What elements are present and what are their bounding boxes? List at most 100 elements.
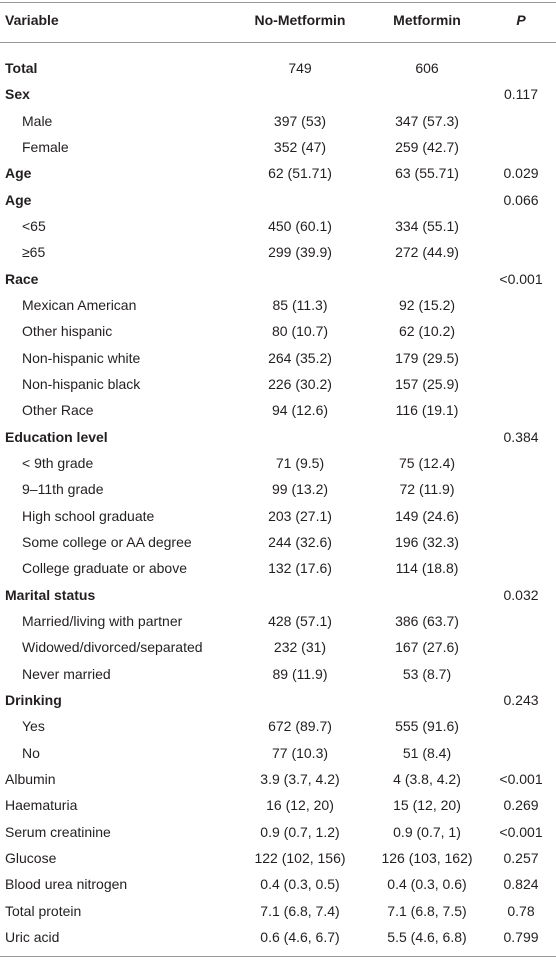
table-cell: <0.001 xyxy=(499,770,543,787)
table-cell: Widowed/divorced/separated xyxy=(22,639,203,656)
table-cell: Other hispanic xyxy=(22,323,113,340)
table-cell: No xyxy=(22,744,40,761)
table-cell: 347 (57.3) xyxy=(395,112,459,129)
table-cell: 71 (9.5) xyxy=(275,454,325,471)
table-cell: 114 (18.8) xyxy=(395,560,459,577)
table-cell: 299 (39.9) xyxy=(268,244,332,261)
table-cell: Haematuria xyxy=(5,797,78,814)
table-cell: Age xyxy=(5,165,32,182)
table-cell: 157 (25.9) xyxy=(395,375,459,392)
table-cell: 672 (89.7) xyxy=(268,718,332,735)
header-cell: No-Metformin xyxy=(254,12,346,28)
table-cell: 0.9 (0.7, 1) xyxy=(393,823,461,840)
table-cell: 3.9 (3.7, 4.2) xyxy=(260,770,340,787)
table-cell: 0.032 xyxy=(503,586,539,603)
table-cell: 80 (10.7) xyxy=(271,323,329,340)
header-cell: P xyxy=(516,12,526,28)
table-cell: Race xyxy=(5,270,39,287)
table-cell: 0.6 (4.6, 6.7) xyxy=(260,928,340,945)
table-cell: 94 (12.6) xyxy=(271,402,329,419)
table-cell: 0.824 xyxy=(503,876,539,893)
table-cell: 99 (13.2) xyxy=(271,481,329,498)
table-cell: 244 (32.6) xyxy=(268,533,332,550)
table-cell: 386 (63.7) xyxy=(395,612,459,629)
bottom-rule xyxy=(0,956,556,957)
table-cell: < 9th grade xyxy=(22,454,94,471)
table-cell: 0.4 (0.3, 0.5) xyxy=(260,876,340,893)
table-cell: 0.78 xyxy=(507,902,535,919)
table-cell: 428 (57.1) xyxy=(268,612,332,629)
table-cell: 116 (19.1) xyxy=(395,402,459,419)
header-cell: Variable xyxy=(5,12,59,28)
table-cell: 0.257 xyxy=(503,849,539,866)
table-cell: Uric acid xyxy=(5,928,60,945)
table-cell: 226 (30.2) xyxy=(268,375,332,392)
table-cell: Albumin xyxy=(5,770,56,787)
table-cell: 203 (27.1) xyxy=(268,507,332,524)
table-cell: 397 (53) xyxy=(273,112,327,129)
table-cell: 5.5 (4.6, 6.8) xyxy=(387,928,467,945)
table-cell: <0.001 xyxy=(499,270,543,287)
table-cell: 0.799 xyxy=(503,928,539,945)
table-cell: Non-hispanic black xyxy=(22,375,141,392)
table-cell: 264 (35.2) xyxy=(268,349,332,366)
table-cell: High school graduate xyxy=(22,507,155,524)
table-cell: 7.1 (6.8, 7.4) xyxy=(260,902,340,919)
table-cell: 196 (32.3) xyxy=(395,533,459,550)
table-cell: 179 (29.5) xyxy=(395,349,459,366)
table-cell: Total xyxy=(5,60,38,76)
table-cell: 167 (27.6) xyxy=(395,639,459,656)
table-cell: 0.269 xyxy=(503,797,539,814)
table-cell: 85 (11.3) xyxy=(272,296,328,313)
table-cell: Total protein xyxy=(5,902,82,919)
table-cell: Glucose xyxy=(5,849,57,866)
header-cell: Metformin xyxy=(393,12,461,28)
table-cell: Some college or AA degree xyxy=(22,533,192,550)
table-cell: 0.117 xyxy=(504,86,538,103)
table-cell: 89 (11.9) xyxy=(272,665,328,682)
table-cell: Sex xyxy=(5,86,30,103)
table-cell: Other Race xyxy=(22,402,94,419)
table-cell: 749 xyxy=(288,60,312,76)
table-cell: 0.9 (0.7, 1.2) xyxy=(260,823,340,840)
table-cell: 132 (17.6) xyxy=(268,560,332,577)
table-cell: Serum creatinine xyxy=(5,823,111,840)
table-cell: <65 xyxy=(22,217,46,234)
table-cell: Female xyxy=(22,138,69,155)
table-cell: <0.001 xyxy=(499,823,543,840)
table-cell: 75 (12.4) xyxy=(398,454,456,471)
table-cell: 232 (31) xyxy=(273,639,327,656)
table-cell: 62 (10.2) xyxy=(398,323,456,340)
table-cell: 122 (102, 156) xyxy=(254,849,346,866)
table-cell: 53 (8.7) xyxy=(402,665,452,682)
table-cell: Drinking xyxy=(5,691,62,708)
table-cell: Non-hispanic white xyxy=(22,349,141,366)
table-cell: 606 xyxy=(415,60,439,76)
top-rule xyxy=(0,2,556,3)
table-cell: 51 (8.4) xyxy=(402,744,452,761)
table-cell: 63 (55.71) xyxy=(395,165,459,182)
table-cell: Education level xyxy=(5,428,108,445)
table-cell: Blood urea nitrogen xyxy=(5,876,128,893)
table-cell: 0.243 xyxy=(503,691,539,708)
table-cell: Age xyxy=(5,191,32,208)
table-cell: 259 (42.7) xyxy=(395,138,459,155)
table-cell: 0.029 xyxy=(503,165,539,182)
table-cell: 126 (103, 162) xyxy=(381,849,473,866)
table-cell: ≥65 xyxy=(22,244,46,261)
table-cell: 4 (3.8, 4.2) xyxy=(393,770,461,787)
table-cell: 272 (44.9) xyxy=(395,244,459,261)
header-rule xyxy=(0,42,556,43)
table-cell: 15 (12, 20) xyxy=(393,797,461,814)
table-cell: 0.4 (0.3, 0.6) xyxy=(387,876,467,893)
table-cell: 7.1 (6.8, 7.5) xyxy=(387,902,467,919)
table-cell: Marital status xyxy=(5,586,96,603)
table-cell: 149 (24.6) xyxy=(395,507,459,524)
table-cell: Never married xyxy=(22,665,111,682)
table-cell: 352 (47) xyxy=(273,138,327,155)
table-cell: 77 (10.3) xyxy=(271,744,329,761)
table-cell: 16 (12, 20) xyxy=(266,797,334,814)
table-cell: Mexican American xyxy=(22,296,137,313)
table-cell: 72 (11.9) xyxy=(399,481,455,498)
